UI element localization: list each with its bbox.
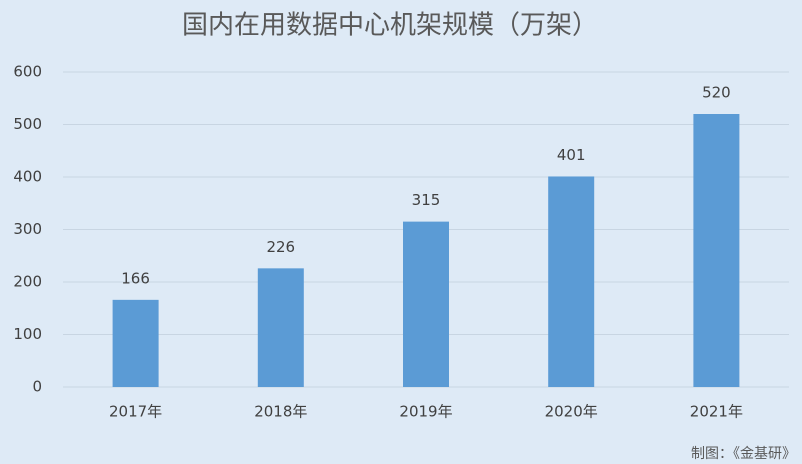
bar [112,299,159,387]
data-label: 226 [266,238,295,256]
bar [548,176,595,387]
x-tick-label: 2018年 [254,403,307,421]
y-tick-label: 600 [13,63,42,81]
bar [257,268,304,387]
chart-title: 国内在用数据中心机架规模（万架） [182,11,598,41]
x-tick-label: 2020年 [545,403,598,421]
y-tick-label: 300 [13,220,42,238]
data-label: 315 [412,191,441,209]
y-tick-label: 100 [13,325,42,343]
x-tick-label: 2019年 [399,403,452,421]
bar [403,221,449,387]
y-tick-label: 400 [13,168,42,186]
y-tick-label: 0 [32,378,42,396]
data-label: 520 [702,84,731,102]
y-tick-label: 500 [13,115,42,133]
y-tick-label: 200 [13,273,42,291]
source-note: 制图：《金基研》 [691,445,796,462]
data-label: 166 [121,269,150,287]
bar [693,114,740,387]
x-tick-label: 2017年 [109,403,162,421]
x-tick-label: 2021年 [690,403,743,421]
data-label: 401 [557,146,586,164]
